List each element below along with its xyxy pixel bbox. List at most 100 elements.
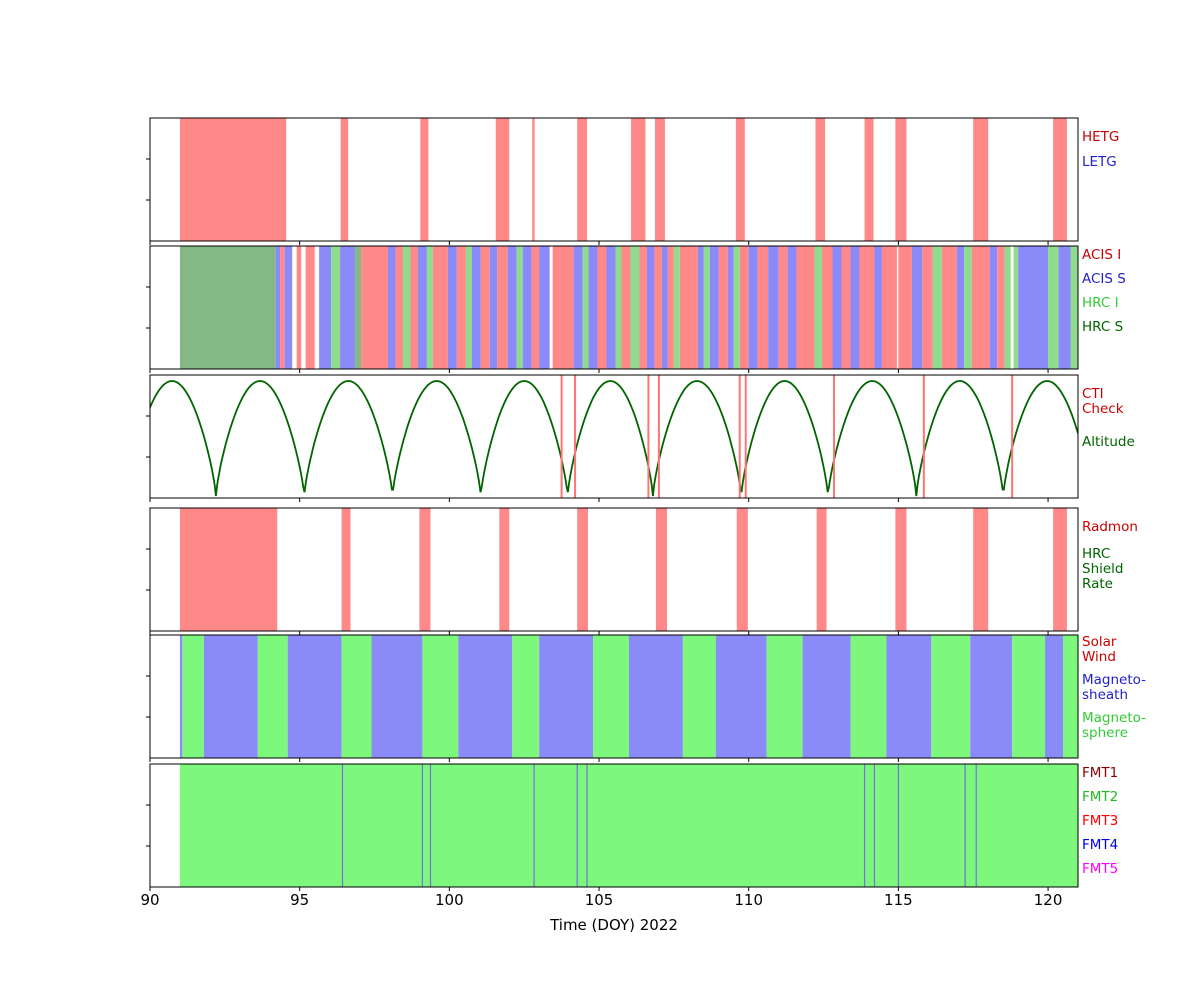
panel-border	[149, 634, 1079, 759]
interval-bar	[832, 246, 842, 369]
fmt-change-line	[429, 764, 432, 887]
legend-entry-hrc-i: HRC I	[1082, 295, 1119, 311]
interval-bar	[931, 635, 971, 758]
interval-bar	[971, 246, 990, 369]
legend-solar-wind: Solar Wind Magneto- sheath Magneto- sphere	[1082, 635, 1198, 749]
legend-entry-radmon: Radmon	[1082, 519, 1138, 535]
interval-bar	[497, 246, 508, 369]
interval-bar	[1004, 246, 1011, 369]
interval-bar	[727, 246, 734, 369]
interval-bar	[778, 246, 788, 369]
interval-bar	[387, 246, 396, 369]
interval-bar	[203, 635, 258, 758]
interval-bar	[361, 246, 388, 369]
panel-content	[179, 118, 1067, 241]
interval-bar	[655, 508, 667, 631]
legend-entry-acis-s: ACIS S	[1082, 271, 1126, 287]
interval-bar	[709, 246, 719, 369]
panel-content	[150, 375, 1078, 498]
cti-check-line	[647, 375, 650, 498]
interval-bar	[970, 635, 1013, 758]
interval-bar	[331, 246, 341, 369]
interval-bar	[796, 246, 815, 369]
fmt-change-line	[576, 764, 578, 887]
interval-bar	[432, 246, 448, 369]
interval-bar	[718, 246, 728, 369]
interval-bar	[371, 635, 423, 758]
interval-bar	[661, 246, 668, 369]
interval-bar	[997, 246, 1005, 369]
interval-bar	[447, 246, 457, 369]
interval-bar	[1048, 246, 1059, 369]
interval-bar	[340, 118, 349, 241]
interval-bar	[516, 246, 523, 369]
panel-orbit	[146, 374, 1079, 502]
interval-bar	[932, 246, 942, 369]
panel-border	[149, 763, 1079, 888]
legend-entry-fmt1: FMT1	[1082, 765, 1119, 781]
fmt-change-line	[873, 764, 876, 887]
interval-bar	[539, 246, 550, 369]
interval-bar	[1018, 246, 1049, 369]
x-tick-label: 105	[584, 891, 614, 909]
legend-entry-fmt3: FMT3	[1082, 813, 1119, 829]
interval-bar	[973, 118, 989, 241]
panel-background	[150, 375, 1078, 498]
legend-entry-magneto-sheath: Magneto- sheath	[1082, 672, 1147, 703]
panel-content	[179, 246, 1078, 369]
interval-bar	[768, 246, 779, 369]
legend-entry-hrc-s: HRC S	[1082, 319, 1124, 335]
interval-bar	[588, 246, 598, 369]
interval-bar	[522, 246, 532, 369]
legend-radmon: Radmon HRC Shield Rate	[1082, 508, 1198, 604]
interval-bar	[182, 635, 204, 758]
fmt-change-line	[863, 764, 866, 887]
interval-bar	[495, 118, 510, 241]
interval-bar	[864, 118, 874, 241]
interval-bar	[766, 635, 803, 758]
interval-bar	[582, 246, 589, 369]
interval-bar	[757, 246, 769, 369]
interval-bar	[673, 246, 680, 369]
x-tick-label: 120	[1033, 891, 1063, 909]
legend-orbit: CTI Check Altitude	[1082, 375, 1198, 468]
interval-bar	[682, 635, 716, 758]
legend-entry-cti-check: CTI Check	[1082, 386, 1124, 417]
interval-bar	[1013, 246, 1019, 369]
fmt-change-line	[533, 764, 535, 887]
interval-bar	[539, 635, 594, 758]
interval-bar	[340, 246, 356, 369]
fmt-change-line	[964, 764, 966, 887]
x-tick-label: 115	[884, 891, 913, 909]
interval-bar	[305, 246, 315, 369]
x-tick-label: 90	[140, 891, 160, 909]
cti-check-line	[738, 375, 741, 498]
legend-entry-letg: LETG	[1082, 154, 1117, 170]
panel-border	[149, 245, 1079, 370]
cti-check-line	[744, 375, 747, 498]
legend-entry-acis-i: ACIS I	[1082, 247, 1122, 263]
legend-entry-magneto-sphere: Magneto- sphere	[1082, 710, 1147, 741]
interval-bar	[422, 635, 459, 758]
interval-bar	[814, 246, 823, 369]
cti-check-line	[657, 375, 660, 498]
interval-bar	[419, 508, 431, 631]
interval-bar	[593, 635, 629, 758]
interval-bar	[922, 246, 933, 369]
interval-bar	[874, 246, 882, 369]
interval-bar	[179, 508, 278, 631]
interval-bar	[480, 246, 490, 369]
interval-bar	[606, 246, 616, 369]
panel-content	[179, 764, 1078, 887]
cti-check-line	[1011, 375, 1014, 498]
interval-bar	[733, 246, 740, 369]
legend-entry-hrc-shield-rate: HRC Shield Rate	[1082, 546, 1124, 592]
interval-bar	[667, 246, 674, 369]
interval-bar	[655, 118, 665, 241]
interval-bar	[507, 246, 517, 369]
interval-bar	[850, 635, 887, 758]
panel-border	[149, 507, 1079, 632]
legend-gratings: HETG LETG	[1082, 118, 1198, 180]
panel-gratings	[146, 117, 1079, 245]
panel-radmon	[146, 507, 1079, 635]
